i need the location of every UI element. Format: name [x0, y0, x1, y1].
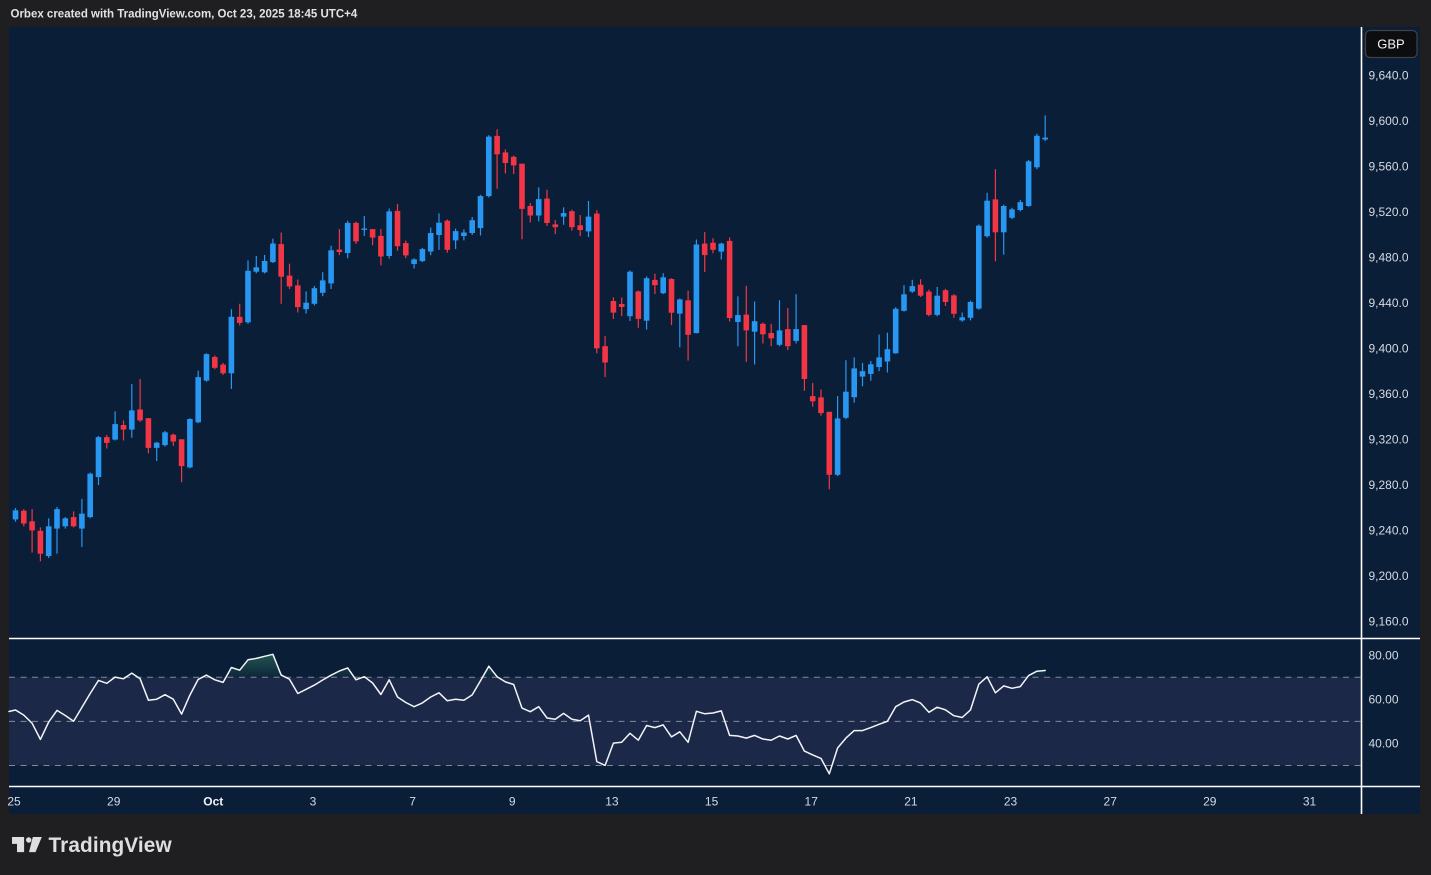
svg-text:31: 31: [1303, 795, 1317, 809]
svg-text:9,160.0: 9,160.0: [1369, 614, 1409, 628]
svg-text:9,560.0: 9,560.0: [1369, 159, 1409, 173]
svg-text:Orbex created with TradingView: Orbex created with TradingView.com, Oct …: [11, 9, 358, 21]
svg-text:9,360.0: 9,360.0: [1369, 387, 1409, 401]
svg-text:9,240.0: 9,240.0: [1369, 523, 1409, 537]
svg-text:17: 17: [805, 795, 819, 809]
svg-text:9,440.0: 9,440.0: [1369, 296, 1409, 310]
svg-text:GBP: GBP: [1377, 37, 1404, 52]
svg-text:9,640.0: 9,640.0: [1369, 68, 1409, 82]
svg-text:9,520.0: 9,520.0: [1369, 205, 1409, 219]
svg-text:23: 23: [1004, 795, 1018, 809]
svg-text:29: 29: [107, 795, 121, 809]
svg-text:80.00: 80.00: [1369, 649, 1399, 663]
svg-text:29: 29: [1203, 795, 1217, 809]
svg-text:9,600.0: 9,600.0: [1369, 114, 1409, 128]
svg-text:27: 27: [1104, 795, 1118, 809]
svg-text:25: 25: [7, 795, 21, 809]
svg-text:9,280.0: 9,280.0: [1369, 478, 1409, 492]
svg-text:21: 21: [904, 795, 918, 809]
svg-text:9,400.0: 9,400.0: [1369, 341, 1409, 355]
svg-text:9: 9: [509, 795, 516, 809]
svg-text:7: 7: [409, 795, 416, 809]
svg-text:9,320.0: 9,320.0: [1369, 432, 1409, 446]
svg-text:Oct: Oct: [203, 795, 223, 809]
svg-text:60.00: 60.00: [1369, 693, 1399, 707]
svg-text:40.00: 40.00: [1369, 737, 1399, 751]
svg-text:3: 3: [310, 795, 317, 809]
svg-text:9,200.0: 9,200.0: [1369, 569, 1409, 583]
svg-text:TradingView: TradingView: [49, 834, 173, 857]
svg-text:13: 13: [605, 795, 619, 809]
svg-text:9,480.0: 9,480.0: [1369, 250, 1409, 264]
svg-text:15: 15: [705, 795, 719, 809]
